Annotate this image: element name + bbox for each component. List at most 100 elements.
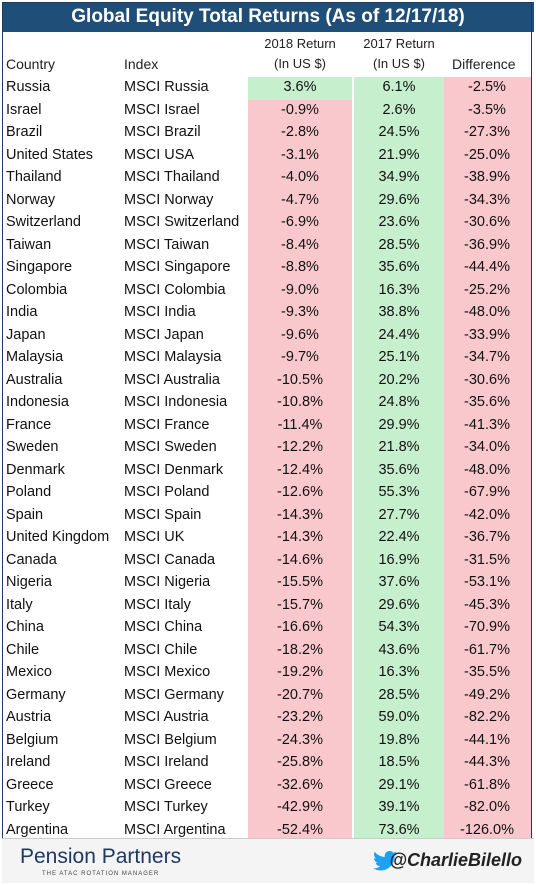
cell-bg-diff	[444, 729, 532, 753]
return-2017-cell: 20.2%	[378, 371, 420, 388]
country-cell: China	[6, 619, 44, 635]
cell-bg-diff	[444, 234, 532, 258]
country-cell: Norway	[6, 191, 56, 208]
cell-bg-r2018	[248, 392, 352, 415]
country-cell: France	[6, 416, 52, 433]
country-cell: United Kingdom	[6, 529, 110, 545]
country-cell: Indonesia	[6, 394, 69, 410]
cell-bg-diff	[444, 302, 532, 325]
header-2017-line1: 2017 Return	[363, 36, 435, 51]
difference-cell: -41.3%	[464, 416, 510, 433]
cell-bg-r2017	[354, 594, 444, 618]
return-2018-cell: -16.6%	[277, 619, 323, 635]
difference-cell: -33.9%	[464, 326, 510, 343]
index-cell: MSCI Nigeria	[124, 574, 211, 590]
cell-bg-r2018	[248, 437, 352, 460]
difference-cell: -3.5%	[468, 101, 506, 118]
twitter-handle: @CharlieBilello	[389, 850, 522, 870]
cell-bg-r2018	[248, 212, 352, 235]
return-2017-cell: 73.6%	[378, 821, 420, 838]
table-row: Turkey MSCI Turkey -42.9% 39.1% -82.0%	[0, 797, 536, 820]
index-cell: MSCI Mexico	[124, 664, 211, 680]
cell-bg-r2017	[354, 279, 444, 303]
return-2018-cell: -42.9%	[277, 799, 323, 815]
difference-cell: -36.9%	[464, 236, 510, 253]
cell-bg-diff	[444, 459, 532, 483]
cell-bg-r2017	[354, 392, 444, 415]
difference-cell: -27.3%	[464, 124, 510, 140]
country-cell: Italy	[6, 596, 33, 613]
return-2017-cell: 28.5%	[378, 686, 420, 703]
cell-bg-r2018	[248, 819, 352, 843]
difference-cell: -48.0%	[464, 461, 510, 478]
cell-bg-r2017	[354, 324, 444, 348]
difference-cell: -44.3%	[464, 754, 510, 770]
return-2018-cell: -10.8%	[277, 394, 323, 410]
country-cell: Australia	[6, 371, 63, 388]
return-2017-cell: 16.3%	[378, 664, 420, 680]
difference-cell: -53.1%	[464, 574, 510, 590]
cell-bg-r2017	[354, 122, 444, 145]
return-2018-cell: -8.8%	[281, 259, 319, 275]
cell-bg-r2017	[354, 482, 444, 505]
cell-bg-r2017	[354, 347, 444, 370]
cell-bg-r2018	[248, 527, 352, 550]
cell-bg-r2017	[354, 369, 444, 393]
difference-cell: -126.0%	[459, 821, 514, 838]
index-cell: MSCI Denmark	[124, 461, 224, 478]
return-2018-cell: -52.4%	[277, 821, 323, 838]
return-2017-cell: 29.1%	[378, 776, 420, 793]
cell-bg-r2017	[354, 77, 444, 100]
return-2018-cell: -4.7%	[281, 191, 319, 208]
cell-bg-r2017	[354, 797, 444, 820]
cell-bg-r2017	[354, 459, 444, 483]
difference-cell: -35.6%	[464, 394, 510, 410]
index-cell: MSCI Thailand	[124, 169, 220, 185]
cell-bg-diff	[444, 189, 532, 213]
table-row: Austria MSCI Austria -23.2% 59.0% -82.2%	[0, 707, 536, 730]
table-row: Japan MSCI Japan -9.6% 24.4% -33.9%	[0, 325, 536, 348]
cell-bg-diff	[444, 684, 532, 708]
index-cell: MSCI Italy	[124, 596, 191, 613]
country-cell: Ireland	[6, 754, 51, 770]
cell-bg-diff	[444, 797, 532, 820]
return-2017-cell: 2.6%	[382, 101, 416, 118]
difference-cell: -44.1%	[464, 731, 510, 748]
cell-bg-r2018	[248, 617, 352, 640]
index-cell: MSCI Turkey	[124, 799, 208, 815]
table-row: Taiwan MSCI Taiwan -8.4% 28.5% -36.9%	[0, 235, 536, 258]
difference-cell: -30.6%	[464, 371, 510, 388]
cell-bg-r2017	[354, 504, 444, 528]
difference-cell: -35.5%	[464, 664, 510, 680]
country-cell: Mexico	[6, 664, 52, 680]
difference-cell: -49.2%	[464, 686, 510, 703]
difference-cell: -34.7%	[464, 349, 510, 365]
cell-bg-r2018	[248, 167, 352, 190]
cell-bg-diff	[444, 707, 532, 730]
table-row: Italy MSCI Italy -15.7% 29.6% -45.3%	[0, 595, 536, 618]
return-2017-cell: 35.6%	[378, 461, 420, 478]
twitter-bird-icon	[373, 851, 397, 871]
cell-bg-r2018	[248, 302, 352, 325]
cell-bg-r2018	[248, 774, 352, 798]
table-title: Global Equity Total Returns (As of 12/17…	[2, 2, 534, 32]
return-2017-cell: 24.8%	[378, 394, 420, 410]
cell-bg-r2018	[248, 797, 352, 820]
cell-bg-r2017	[354, 437, 444, 460]
return-2017-cell: 27.7%	[378, 506, 420, 523]
table-row: Nigeria MSCI Nigeria -15.5% 37.6% -53.1%	[0, 572, 536, 595]
cell-bg-diff	[444, 594, 532, 618]
table-row: Belgium MSCI Belgium -24.3% 19.8% -44.1%	[0, 730, 536, 753]
index-cell: MSCI Colombia	[124, 281, 226, 298]
country-cell: Malaysia	[6, 349, 64, 365]
header-2018-line2: (In US $)	[273, 56, 326, 71]
cell-bg-diff	[444, 369, 532, 393]
country-cell: Austria	[6, 709, 52, 725]
cell-bg-r2018	[248, 572, 352, 595]
cell-bg-r2017	[354, 189, 444, 213]
country-cell: Canada	[6, 551, 57, 568]
table-row: Russia MSCI Russia 3.6% 6.1% -2.5%	[0, 77, 536, 100]
cell-bg-diff	[444, 212, 532, 235]
cell-bg-r2018	[248, 414, 352, 438]
table-row: India MSCI India -9.3% 38.8% -48.0%	[0, 302, 536, 325]
